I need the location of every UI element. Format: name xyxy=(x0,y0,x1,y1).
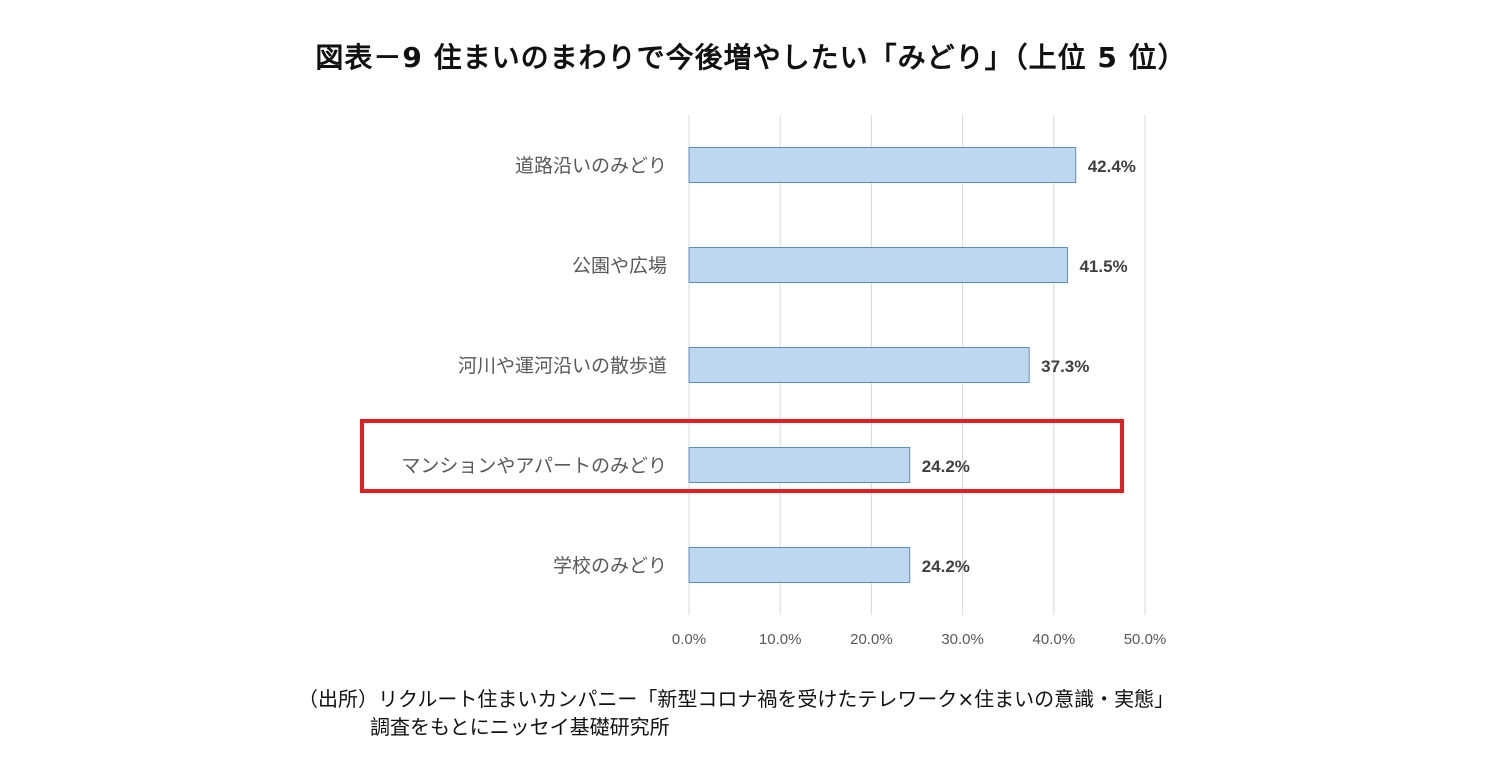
data-label: 24.2% xyxy=(922,557,970,576)
x-tick-label: 10.0% xyxy=(759,631,802,648)
x-tick-label: 40.0% xyxy=(1033,631,1076,648)
category-label: 道路沿いのみどり xyxy=(515,155,667,177)
category-label: 河川や運河沿いの散歩道 xyxy=(458,355,667,377)
category-label: 学校のみどり xyxy=(553,555,667,577)
category-label: マンションやアパートのみどり xyxy=(401,455,667,477)
bars xyxy=(688,147,1077,583)
x-tick-label: 30.0% xyxy=(941,631,984,648)
x-tick-label: 50.0% xyxy=(1124,631,1167,648)
x-tick-label: 20.0% xyxy=(850,631,893,648)
data-label: 41.5% xyxy=(1079,257,1127,276)
bar xyxy=(688,147,1077,183)
chart-title: 図表－9 住まいのまわりで今後増やしたい「みどり」（上位 5 位） xyxy=(315,41,1187,74)
category-label: 公園や広場 xyxy=(572,255,667,277)
data-label: 42.4% xyxy=(1088,157,1136,176)
x-tick-label: 0.0% xyxy=(672,631,706,648)
source-note-line-1: （出所）リクルート住まいカンパニー「新型コロナ禍を受けたテレワーク×住まいの意識… xyxy=(298,687,1175,711)
bar xyxy=(688,247,1068,283)
data-label: 37.3% xyxy=(1041,357,1089,376)
bar xyxy=(688,447,911,483)
bar xyxy=(688,347,1030,383)
data-label: 24.2% xyxy=(922,457,970,476)
source-note-line-2: 調査をもとにニッセイ基礎研究所 xyxy=(370,715,670,739)
highlight-box xyxy=(360,419,1124,493)
bar xyxy=(688,547,911,583)
labels: 0.0% 10.0% 20.0% 30.0% 40.0% 50.0% 道路沿いのみどり 42.… xyxy=(360,155,1167,648)
